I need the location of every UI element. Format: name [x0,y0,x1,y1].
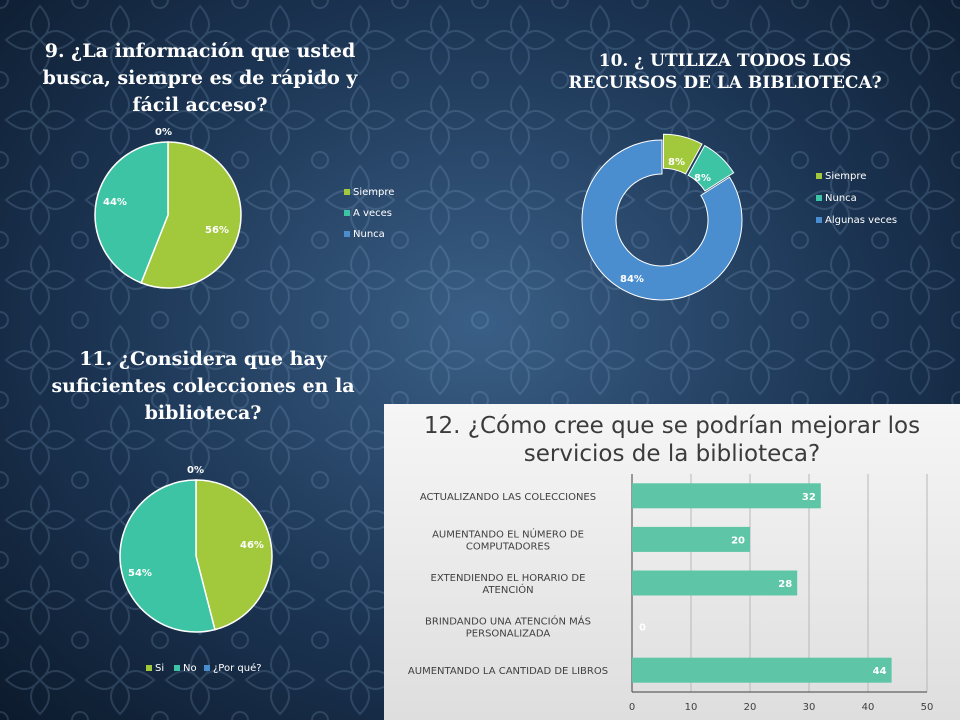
bar-value-4: 44 [873,666,887,677]
bar-xtick-4: 40 [862,702,875,713]
chart-title-q12: 12. ¿Cómo cree que se podrían mejorar lo… [423,413,921,467]
bar-category-1: AUMENTANDO EL NÚMERO DE COMPUTADORES [432,527,584,552]
legend1-entry-1: Nunca [825,193,857,204]
bar-category-0: ACTUALIZANDO LAS COLECCIONES [420,492,596,503]
legend2-entry-0: Si [155,663,164,674]
bar-value-0: 32 [802,492,816,503]
legend0-entry-1: A veces [353,208,392,219]
legend0-entry-0: Siempre [353,187,394,198]
bar-xtick-1: 10 [685,702,698,713]
pie0-label-1: 44% [103,197,127,208]
chart-title-q11: 11. ¿Considera que hay suficientes colec… [51,348,355,424]
legend1-entry-0: Siempre [825,171,866,182]
donut-label-2: 84% [620,274,644,285]
legend0-swatch-2 [344,231,350,237]
donut-slice-1 [687,144,735,192]
bar-2 [632,570,798,596]
legend2-entry-1: No [183,663,197,674]
bar-value-3: 0 [639,623,646,634]
pie0-slice-1 [94,141,169,284]
donut-label-0: 8% [668,157,685,168]
pie2-label-1: 54% [128,568,152,579]
bar-xtick-5: 50 [921,702,934,713]
legend1-swatch-2 [816,217,822,223]
pie0-slice-0 [140,141,242,289]
bar-xtick-2: 20 [744,702,757,713]
bar-1 [632,526,750,552]
bar-category-2: EXTENDIENDO EL HORARIO DE ATENCIÓN [431,573,586,596]
legend0-swatch-1 [344,210,350,216]
legend2-swatch-2 [204,665,210,671]
legend0-entry-2: Nunca [353,229,385,240]
legend0-swatch-0 [344,189,350,195]
bar-category-4: AUMENTANDO LA CANTIDAD DE LIBROS [408,666,608,677]
pie2-label-2: 0% [187,465,204,476]
bar-value-1: 20 [731,535,745,546]
legend1-swatch-1 [816,195,822,201]
bar-xtick-0: 0 [629,702,635,713]
pie0-label-0: 56% [205,225,229,236]
donut-slice-0 [662,133,703,175]
donut-label-1: 8% [694,173,711,184]
bar-4 [632,657,892,683]
legend2-entry-2: ¿Por qué? [213,662,262,674]
pie0-label-2: 0% [155,127,172,138]
chart-title-q10: 10. ¿ UTILIZA TODOS LOS RECURSOS DE LA B… [568,51,882,93]
bar-xtick-3: 30 [803,702,816,713]
chart-title-q9: 9. ¿La información que usted busca, siem… [42,40,358,116]
bar-category-3: BRINDANDO UNA ATENCIÓN MÁS PERSONALIZADA [425,615,591,640]
donut-slice-2 [581,139,743,301]
pie2-slice-0 [195,479,273,631]
legend2-swatch-1 [174,665,180,671]
legend2-swatch-0 [146,665,152,671]
legend1-entry-2: Algunas veces [825,215,897,226]
pie2-slice-1 [119,479,216,633]
pie2-label-0: 46% [240,540,264,551]
bar-0 [632,483,821,509]
bar-value-2: 28 [778,579,792,590]
legend1-swatch-0 [816,173,822,179]
